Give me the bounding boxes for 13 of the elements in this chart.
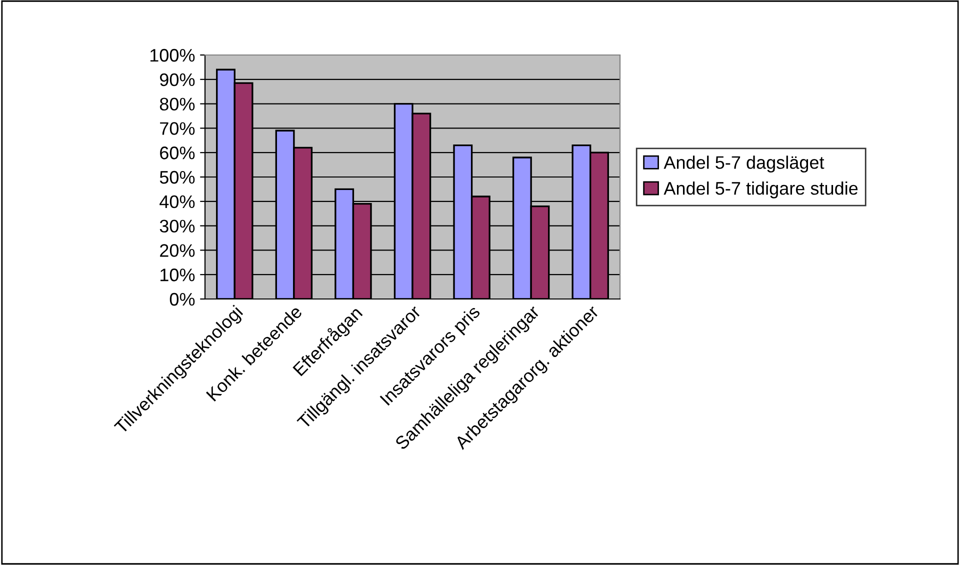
y-tick-label: 30% xyxy=(160,220,195,233)
y-tick-label: 100% xyxy=(150,48,195,62)
legend-label: Andel 5-7 dagsläget xyxy=(664,156,824,172)
y-tick-label: 50% xyxy=(160,170,195,184)
y-tick-label: 60% xyxy=(160,146,195,160)
y-tick-label: 0% xyxy=(170,292,195,306)
legend-label: Andel 5-7 tidigare studie xyxy=(664,182,858,198)
y-tick-label: 80% xyxy=(160,98,195,111)
y-tick-label: 10% xyxy=(160,268,195,282)
y-tick-label: 40% xyxy=(160,195,195,208)
y-tick-label: 70% xyxy=(160,122,195,135)
y-tick-label: 90% xyxy=(160,73,195,86)
y-tick-label: 20% xyxy=(160,244,195,257)
